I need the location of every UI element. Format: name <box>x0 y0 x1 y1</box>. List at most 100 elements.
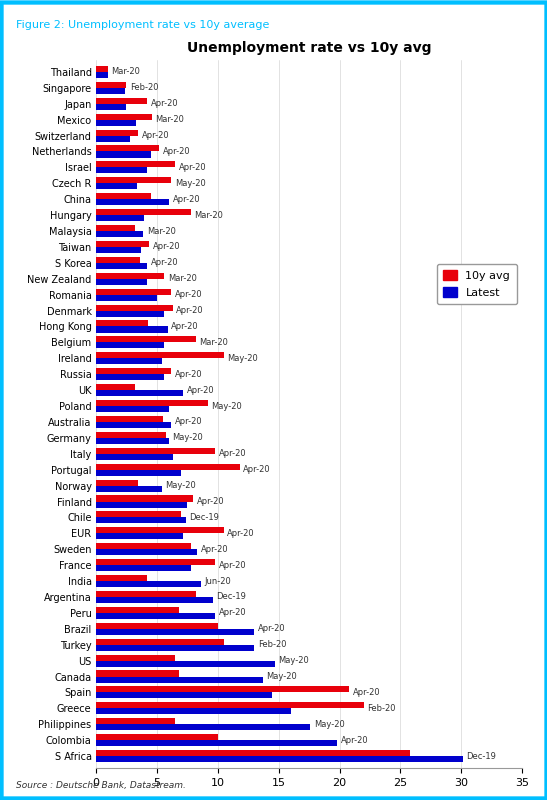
Text: Dec-19: Dec-19 <box>466 751 496 761</box>
Text: May-20: May-20 <box>212 402 242 410</box>
Bar <box>96 750 410 756</box>
Text: Feb-20: Feb-20 <box>258 640 287 649</box>
Text: Apr-20: Apr-20 <box>243 465 271 474</box>
Bar <box>96 151 150 158</box>
Text: May-20: May-20 <box>172 434 203 442</box>
Bar <box>96 724 310 730</box>
Bar <box>96 661 275 666</box>
Bar <box>96 645 254 650</box>
Text: Apr-20: Apr-20 <box>171 322 199 331</box>
Bar <box>96 581 201 587</box>
Bar <box>96 654 175 661</box>
Bar <box>96 622 218 629</box>
Bar <box>96 702 364 708</box>
Bar <box>96 231 143 237</box>
Bar <box>96 390 183 396</box>
Bar <box>96 193 150 199</box>
Bar <box>96 518 186 523</box>
Bar <box>96 88 125 94</box>
Bar <box>96 358 161 364</box>
Bar <box>96 209 191 215</box>
Bar <box>96 384 135 390</box>
Bar <box>96 225 135 231</box>
Bar <box>96 693 272 698</box>
Text: Figure 2: Unemployment rate vs 10y average: Figure 2: Unemployment rate vs 10y avera… <box>16 20 270 30</box>
Text: Mar-20: Mar-20 <box>199 338 228 347</box>
Text: Apr-20: Apr-20 <box>175 370 202 378</box>
Text: May-20: May-20 <box>314 720 345 729</box>
Text: Apr-20: Apr-20 <box>175 418 202 426</box>
Bar <box>96 247 141 253</box>
Bar <box>96 406 169 412</box>
Text: May-20: May-20 <box>175 179 206 188</box>
Bar <box>96 591 196 597</box>
Bar <box>96 98 147 104</box>
Bar <box>96 368 171 374</box>
Text: May-20: May-20 <box>165 481 196 490</box>
Text: Source : Deutsche Bank, Datastream.: Source : Deutsche Bank, Datastream. <box>16 782 187 790</box>
Title: Unemployment rate vs 10y avg: Unemployment rate vs 10y avg <box>187 41 431 54</box>
Bar <box>96 534 183 539</box>
Text: Apr-20: Apr-20 <box>150 99 178 108</box>
Bar <box>96 199 169 206</box>
Bar <box>96 336 196 342</box>
Text: Apr-20: Apr-20 <box>201 545 228 554</box>
Bar <box>96 352 224 358</box>
Text: Apr-20: Apr-20 <box>187 386 215 394</box>
Text: Mar-20: Mar-20 <box>112 67 141 77</box>
Bar <box>96 470 181 476</box>
Bar <box>96 120 136 126</box>
Bar <box>96 114 152 120</box>
Text: Apr-20: Apr-20 <box>219 561 247 570</box>
Text: Apr-20: Apr-20 <box>341 736 368 745</box>
Text: Dec-19: Dec-19 <box>217 593 246 602</box>
Text: May-20: May-20 <box>228 354 258 363</box>
Bar <box>96 432 166 438</box>
Text: Apr-20: Apr-20 <box>172 194 200 204</box>
Text: Apr-20: Apr-20 <box>219 450 247 458</box>
Text: Apr-20: Apr-20 <box>175 290 202 299</box>
Bar <box>96 638 224 645</box>
Text: Apr-20: Apr-20 <box>228 529 255 538</box>
Bar <box>96 550 197 555</box>
Bar <box>96 310 164 317</box>
Bar <box>96 400 208 406</box>
Bar <box>96 178 171 183</box>
Bar <box>96 72 108 78</box>
Bar <box>96 416 163 422</box>
Bar <box>96 257 139 263</box>
Bar <box>96 575 147 581</box>
Text: May-20: May-20 <box>278 656 310 665</box>
Legend: 10y avg, Latest: 10y avg, Latest <box>437 264 517 304</box>
Bar <box>96 718 175 724</box>
Bar <box>96 241 149 247</box>
Bar <box>96 146 159 151</box>
Bar <box>96 495 193 502</box>
Bar <box>96 502 187 507</box>
Text: Mar-20: Mar-20 <box>167 274 196 283</box>
Bar <box>96 130 138 135</box>
Bar <box>96 559 215 565</box>
Bar <box>96 294 156 301</box>
Bar <box>96 167 147 174</box>
Bar <box>96 321 148 326</box>
Text: Apr-20: Apr-20 <box>142 131 170 140</box>
Bar <box>96 686 350 693</box>
Bar <box>96 486 161 492</box>
Bar <box>96 263 147 269</box>
Text: Jun-20: Jun-20 <box>204 577 231 586</box>
Bar <box>96 183 137 190</box>
Text: Dec-19: Dec-19 <box>190 513 219 522</box>
Text: Apr-20: Apr-20 <box>353 688 381 697</box>
Text: Feb-20: Feb-20 <box>368 704 396 713</box>
Bar <box>96 479 138 486</box>
Bar <box>96 527 224 534</box>
Bar <box>96 438 169 444</box>
Bar <box>96 278 147 285</box>
Bar <box>96 543 191 550</box>
Bar <box>96 734 218 740</box>
Text: Feb-20: Feb-20 <box>130 83 159 92</box>
Bar <box>96 629 254 635</box>
Text: Mar-20: Mar-20 <box>147 226 176 235</box>
Bar <box>96 374 164 380</box>
